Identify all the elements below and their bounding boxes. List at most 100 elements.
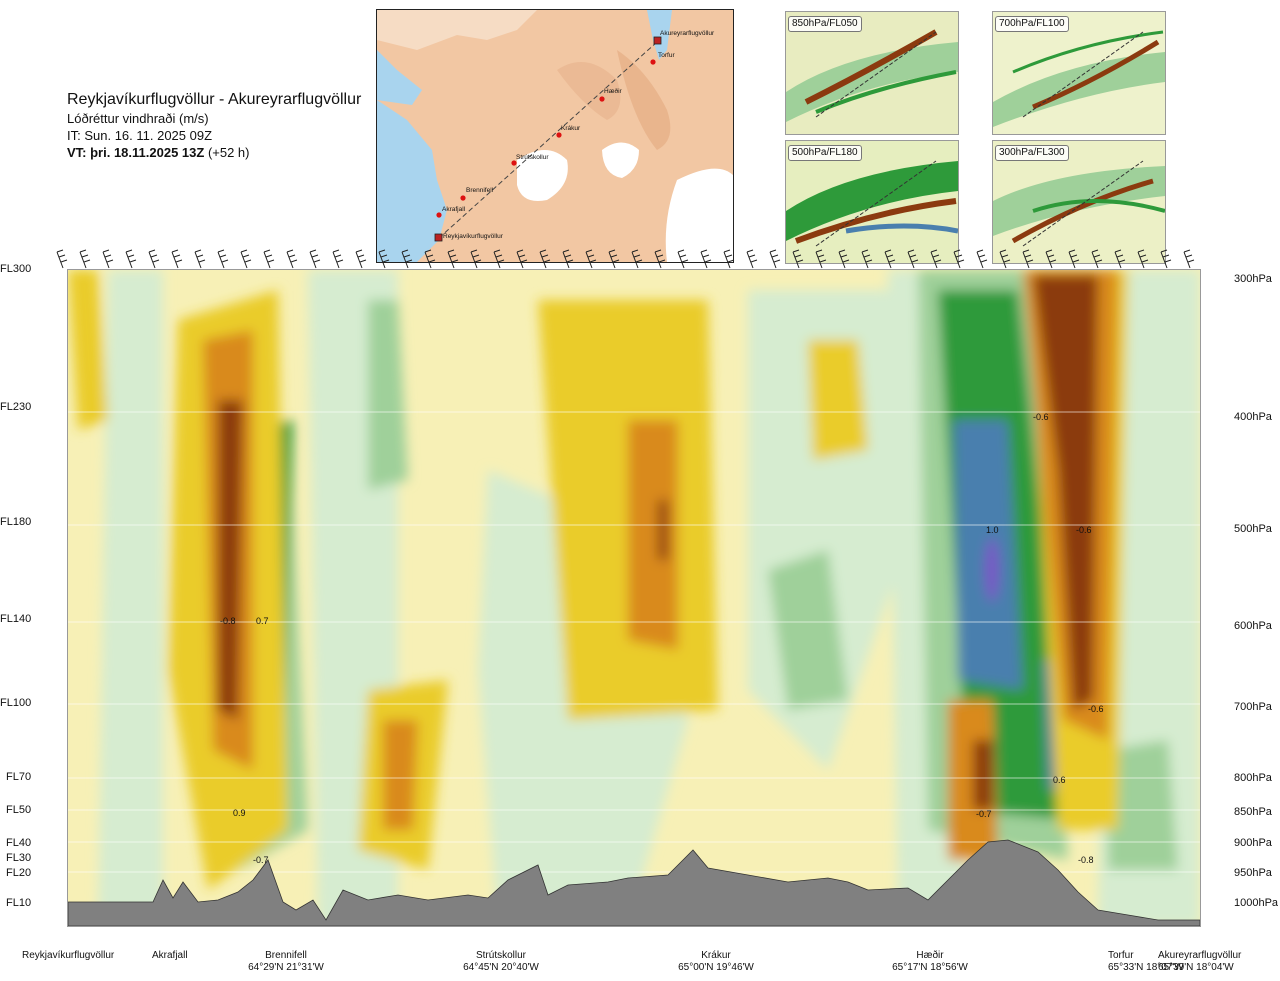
wind-barb: [562, 249, 574, 269]
issue-time: IT: Sun. 16. 11. 2025 09Z: [67, 128, 213, 143]
wind-barb: [999, 249, 1011, 269]
wind-barb: [56, 249, 68, 269]
waypoint-akureyri-name: Akureyrarflugvöllur: [1158, 950, 1242, 961]
wind-barb: [171, 249, 183, 269]
wind-barb: [493, 249, 505, 269]
valid-time-label: VT: þri. 18.11.2025 13Z: [67, 145, 205, 160]
map-label-brennifell: Brennifell: [466, 187, 494, 194]
waypoint-krakur: Krákur 65°00'N 19°46'W: [676, 950, 756, 974]
p-label-600: 600hPa: [1234, 620, 1272, 632]
svg-text:Akureyrarflugvöllur Torf: Akureyrarflugvöllur Torfur Hæðir Krákur …: [442, 30, 716, 240]
wind-barb: [608, 249, 620, 269]
p-label-300: 300hPa: [1234, 273, 1272, 285]
thumbnail-500hpa[interactable]: 500hPa/FL180: [785, 140, 959, 264]
field-purple: [985, 538, 999, 602]
wind-barb: [838, 249, 850, 269]
map-label-torfur: Torfur: [658, 52, 675, 59]
wind-barb: [240, 249, 252, 269]
fl-label-10: FL10: [6, 897, 32, 909]
wind-barb: [700, 249, 712, 269]
annotation-4: -0.7: [253, 855, 269, 865]
p-label-900: 900hPa: [1234, 837, 1272, 849]
wind-barb: [539, 249, 551, 269]
cross-section-svg: -0.8 0.7 0.9 -0.7 -0.6 1.0 -0.6 -0.6 0.6…: [67, 270, 1201, 927]
p-label-1000: 1000hPa: [1234, 897, 1279, 909]
waypoint-akureyri: Akureyrarflugvöllur 65°39'N 18°04'W: [1158, 950, 1270, 974]
thumbnail-700hpa[interactable]: 700hPa/FL100: [992, 11, 1166, 135]
waypoint-strutskollur: Strútskollur 64°45'N 20°40'W: [461, 950, 541, 974]
waypoint-haedir-name: Hæðir: [916, 950, 944, 961]
waypoint-haedir-coord: 65°17'N 18°56'W: [892, 962, 968, 973]
field-band-1: [98, 270, 163, 926]
wind-barb: [194, 249, 206, 269]
field-brown-4: [658, 500, 668, 560]
waypoint-torfur: Torfur 65°33'N 18°07'W: [1108, 950, 1184, 974]
wind-barbs-top: [56, 249, 1195, 269]
waypoint-akrafjall-name: Akrafjall: [152, 950, 188, 961]
thumbnail-300hpa[interactable]: 300hPa/FL300: [992, 140, 1166, 264]
wind-barb: [976, 249, 988, 269]
waypoint-brennifell-name: Brennifell: [265, 950, 307, 961]
annotation-5: -0.6: [1033, 412, 1049, 422]
map-label-akureyri: Akureyrarflugvöllur: [660, 30, 715, 37]
route-title: Reykjavíkurflugvöllur - Akureyrarflugvöl…: [67, 91, 362, 108]
waypoint-strutskollur-coord: 64°45'N 20°40'W: [463, 962, 539, 973]
map-label-reykjavik: Reykjavíkurflugvöllur: [443, 233, 504, 240]
waypoint-reykjavik: Reykjavíkurflugvöllur: [22, 950, 114, 962]
field-brown-2: [1033, 275, 1098, 710]
wind-barb: [1068, 249, 1080, 269]
wind-barb: [792, 249, 804, 269]
fl-label-20: FL20: [6, 867, 32, 879]
route-map: Akureyrarflugvöllur Torfur Hæðir Krákur …: [376, 9, 734, 263]
fl-label-300: FL300: [0, 263, 32, 275]
annotation-11: -0.8: [1078, 855, 1094, 865]
fl-label-140: FL140: [0, 613, 32, 625]
wind-barb: [332, 249, 344, 269]
wind-barb: [723, 249, 735, 269]
thumbnail-700hpa-map: [993, 12, 1165, 134]
thumbnail-850hpa[interactable]: 850hPa/FL050: [785, 11, 959, 135]
wind-barb: [378, 249, 390, 269]
wind-barb: [1022, 249, 1034, 269]
fl-label-40: FL40: [6, 837, 32, 849]
wind-barb: [424, 249, 436, 269]
waypoint-akureyri-coord: 65°39'N 18°04'W: [1158, 962, 1234, 973]
annotation-2: 0.7: [256, 616, 269, 626]
map-label-strutskollur: Strútskollur: [516, 154, 549, 161]
thumbnail-700hpa-label: 700hPa/FL100: [995, 16, 1069, 32]
map-label-akrafjall: Akrafjall: [442, 206, 466, 213]
waypoint-krakur-coord: 65°00'N 19°46'W: [678, 962, 754, 973]
wind-barb: [309, 249, 321, 269]
annotation-10: -0.7: [976, 809, 992, 819]
annotation-6: 1.0: [986, 525, 999, 535]
p-label-950: 950hPa: [1234, 867, 1272, 879]
wind-barb: [286, 249, 298, 269]
wind-barb: [447, 249, 459, 269]
waypoint-torfur-name: Torfur: [1108, 950, 1134, 961]
fl-label-180: FL180: [0, 516, 32, 528]
field-up-1: [368, 300, 408, 490]
wind-barb: [907, 249, 919, 269]
field-up-3: [1108, 740, 1178, 870]
route-map-svg: Akureyrarflugvöllur Torfur Hæðir Krákur …: [377, 10, 733, 262]
wind-barb: [79, 249, 91, 269]
thumbnail-500hpa-map: [786, 141, 958, 263]
wind-barb: [585, 249, 597, 269]
field-orange-2: [628, 420, 678, 650]
p-label-800: 800hPa: [1234, 772, 1272, 784]
cross-section-plot: -0.8 0.7 0.9 -0.7 -0.6 1.0 -0.6 -0.6 0.6…: [67, 269, 1201, 927]
wind-barb: [884, 249, 896, 269]
waypoint-krakur-name: Krákur: [701, 950, 731, 961]
annotation-1: -0.8: [220, 616, 236, 626]
waypoint-reykjavik-name: Reykjavíkurflugvöllur: [22, 950, 115, 961]
field-brown-1: [218, 400, 243, 720]
field-yellow-3: [68, 270, 108, 430]
wind-barb: [654, 249, 666, 269]
wind-barb: [217, 249, 229, 269]
fl-label-230: FL230: [0, 401, 32, 413]
wind-barb: [953, 249, 965, 269]
waypoint-haedir: Hæðir 65°17'N 18°56'W: [890, 950, 970, 974]
fl-label-100: FL100: [0, 697, 32, 709]
waypoint-brennifell-coord: 64°29'N 21°31'W: [248, 962, 324, 973]
waypoint-torfur-coord: 65°33'N 18°07'W: [1108, 962, 1184, 973]
